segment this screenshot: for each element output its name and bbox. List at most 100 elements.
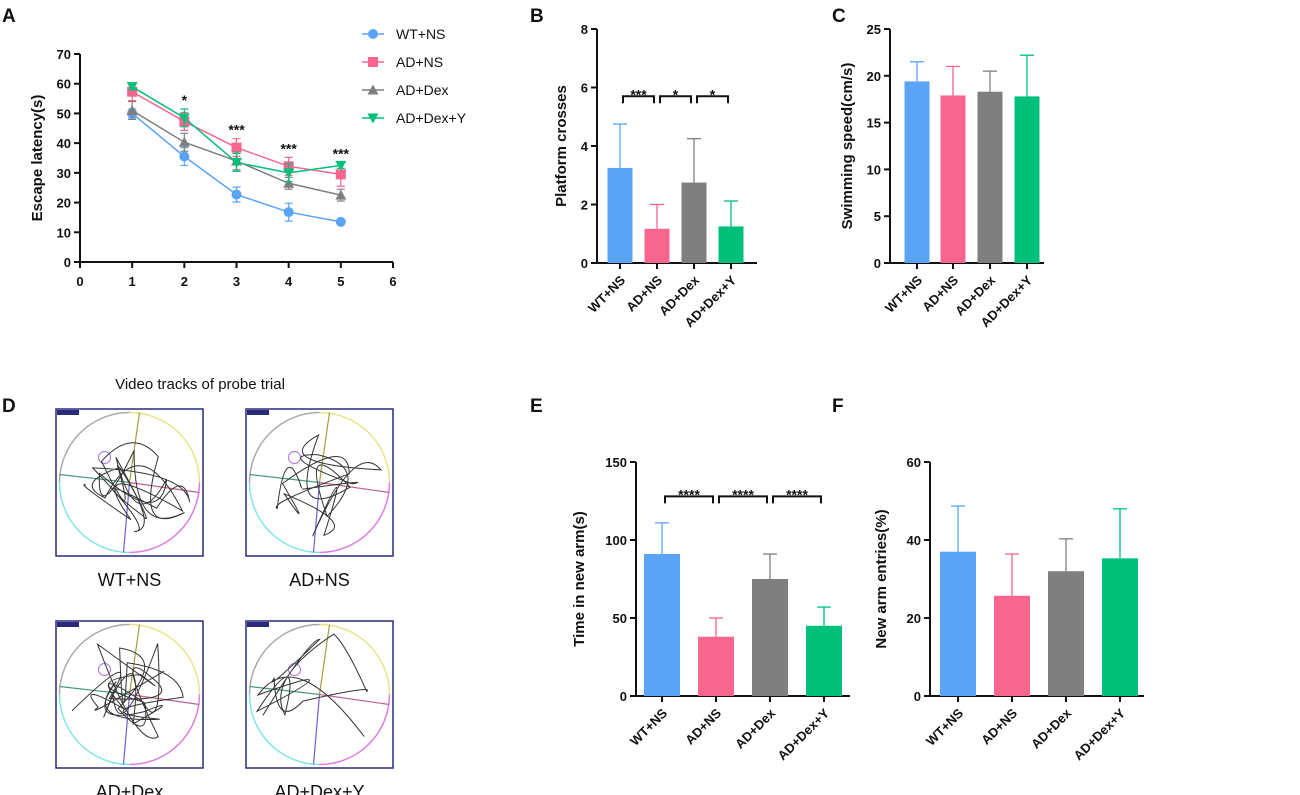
track-AD+Dex+Y: AD+Dex+Y bbox=[245, 620, 394, 795]
track-AD+Dex: AD+Dex bbox=[55, 620, 204, 795]
data-point bbox=[231, 189, 242, 200]
y-tick-label: 150 bbox=[605, 455, 627, 470]
bar-AD+Dex bbox=[681, 182, 707, 263]
panel-label: D bbox=[2, 396, 16, 417]
x-tick-label: AD+Dex bbox=[732, 705, 779, 752]
chart-panel-A: A 0 10 20 30 40 50 60 70 Escape latency(s) 0 1 2 3 4 5 6… bbox=[2, 6, 467, 289]
y-tick-label: 50 bbox=[57, 106, 71, 121]
pool-quadrant-arc bbox=[319, 411, 391, 483]
x-tick-label: 4 bbox=[285, 274, 293, 289]
quadrant-line bbox=[318, 412, 331, 483]
significance-label: **** bbox=[732, 486, 754, 502]
x-tick-label: 2 bbox=[181, 274, 188, 289]
pool-quadrant-arc bbox=[248, 694, 320, 766]
significance-label: **** bbox=[678, 486, 700, 502]
y-tick-label: 20 bbox=[57, 196, 71, 211]
track-AD+NS: AD+NS bbox=[245, 408, 394, 590]
bar-AD+Dex+Y bbox=[1102, 558, 1138, 696]
y-axis-label: New arm entries(%) bbox=[873, 509, 890, 648]
x-tick-label: 5 bbox=[337, 274, 344, 289]
y-tick-label: 0 bbox=[914, 689, 921, 704]
y-tick-label: 50 bbox=[613, 611, 627, 626]
y-tick-label: 25 bbox=[867, 22, 881, 37]
pool-quadrant-arc bbox=[129, 411, 201, 483]
pool-quadrant-arc bbox=[319, 623, 391, 695]
pool-quadrant-arc bbox=[58, 482, 130, 554]
y-tick-label: 15 bbox=[867, 116, 881, 131]
track-tag bbox=[247, 410, 269, 415]
y-tick-label: 0 bbox=[874, 256, 881, 271]
quadrant-line bbox=[122, 694, 131, 765]
bar-AD+NS bbox=[644, 228, 670, 263]
y-tick-label: 2 bbox=[581, 198, 588, 213]
pool-quadrant-arc bbox=[248, 623, 320, 695]
quadrant-line bbox=[312, 694, 321, 765]
x-tick-label: AD+NS bbox=[682, 705, 724, 747]
y-tick-label: 60 bbox=[57, 77, 71, 92]
legend-label: AD+NS bbox=[396, 54, 443, 70]
significance-bracket bbox=[772, 495, 822, 504]
legend-label: AD+Dex bbox=[396, 82, 449, 98]
y-axis-label: Platform crosses bbox=[553, 85, 570, 207]
panel-label: C bbox=[832, 6, 846, 27]
track-label: AD+Dex+Y bbox=[274, 782, 364, 795]
bar-AD+Dex+Y bbox=[806, 625, 842, 696]
pool-quadrant-arc bbox=[58, 411, 130, 483]
y-tick-label: 70 bbox=[57, 47, 71, 62]
quadrant-line bbox=[319, 481, 390, 494]
significance-label: *** bbox=[630, 86, 647, 102]
x-tick-label: 6 bbox=[389, 274, 396, 289]
x-tick-label: AD+NS bbox=[978, 705, 1020, 747]
quadrant-line bbox=[319, 693, 390, 706]
track-tag bbox=[57, 410, 79, 415]
data-point bbox=[283, 177, 295, 188]
y-tick-label: 20 bbox=[867, 69, 881, 84]
y-tick-label: 5 bbox=[874, 209, 881, 224]
legend-marker bbox=[368, 57, 378, 67]
quadrant-line bbox=[249, 685, 320, 696]
y-tick-label: 40 bbox=[57, 136, 71, 151]
bar-WT+NS bbox=[644, 554, 680, 696]
significance-label: * bbox=[182, 92, 188, 108]
track-panel-title: Video tracks of probe trial bbox=[115, 376, 285, 393]
data-point bbox=[231, 142, 242, 153]
track-label: AD+NS bbox=[289, 570, 350, 590]
bar-AD+Dex bbox=[1048, 571, 1084, 696]
x-tick-label: 1 bbox=[129, 274, 136, 289]
y-tick-label: 60 bbox=[907, 455, 921, 470]
video-tracks-panel: D Video tracks of probe trial WT+NS AD+NS AD… bbox=[2, 376, 394, 795]
y-tick-label: 40 bbox=[907, 533, 921, 548]
legend-marker bbox=[367, 84, 379, 95]
legend-label: AD+Dex+Y bbox=[396, 110, 467, 126]
x-tick-label: AD+Dex+Y bbox=[775, 705, 833, 763]
x-tick-label: 3 bbox=[233, 274, 240, 289]
panel-label: B bbox=[530, 6, 544, 27]
quadrant-line bbox=[129, 481, 200, 494]
y-tick-label: 20 bbox=[907, 611, 921, 626]
bar-AD+NS bbox=[994, 595, 1030, 696]
bar-WT+NS bbox=[904, 81, 930, 263]
y-tick-label: 0 bbox=[620, 689, 627, 704]
significance-bracket bbox=[696, 95, 729, 104]
panel-label: F bbox=[832, 396, 844, 417]
y-axis-label: Escape latency(s) bbox=[29, 95, 46, 222]
x-tick-label: WT+NS bbox=[585, 272, 628, 315]
x-tick-label: AD+Dex bbox=[1028, 705, 1075, 752]
x-tick-label: 0 bbox=[76, 274, 83, 289]
data-point bbox=[335, 216, 346, 227]
quadrant-line bbox=[249, 473, 320, 484]
significance-label: *** bbox=[333, 145, 350, 161]
bar-AD+Dex bbox=[977, 91, 1003, 263]
y-tick-label: 10 bbox=[867, 162, 881, 177]
pool-quadrant-arc bbox=[129, 623, 201, 695]
quadrant-line bbox=[128, 624, 141, 695]
platform-circle bbox=[97, 450, 112, 465]
x-tick-label: AD+Dex+Y bbox=[1071, 705, 1129, 763]
data-point bbox=[335, 160, 347, 171]
swim-path bbox=[83, 442, 191, 533]
legend-label: WT+NS bbox=[396, 26, 445, 42]
y-tick-label: 30 bbox=[57, 166, 71, 181]
legend-marker bbox=[367, 113, 379, 124]
track-tag bbox=[247, 622, 269, 627]
